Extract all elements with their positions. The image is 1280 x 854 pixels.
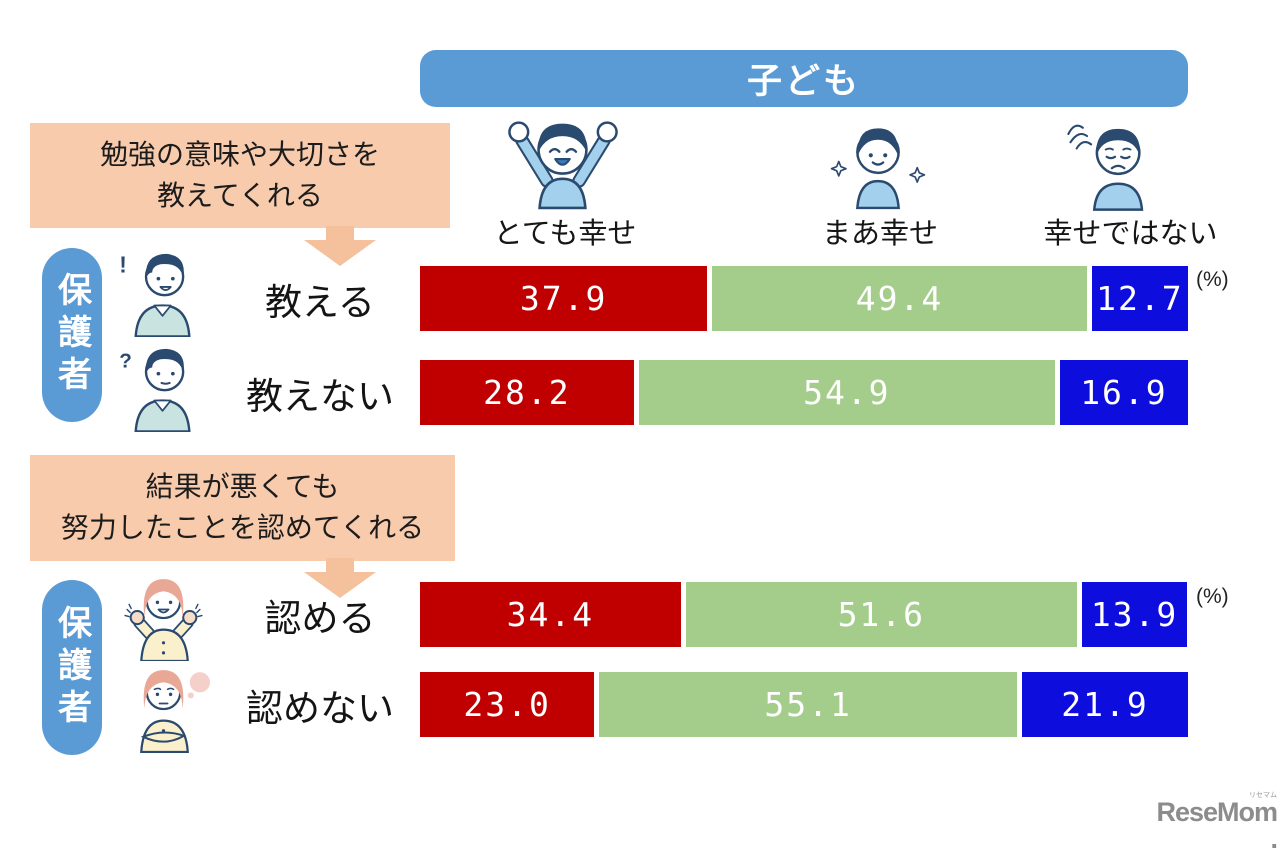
percent-unit-label-1: (%)	[1196, 268, 1229, 291]
column-label-not-happy: 幸せではない	[1043, 218, 1218, 250]
bar-value: 23.0	[463, 685, 551, 724]
bar-row-teach: 教える 37.9 49.4 12.7	[0, 266, 1280, 331]
parent-father-positive-icon: !	[119, 251, 191, 337]
bar-value: 55.1	[764, 685, 852, 724]
stacked-bar-acknowledge: 34.4 51.6 13.9	[420, 582, 1188, 647]
bar-segment-not-happy: 21.9	[1021, 672, 1188, 737]
percent-unit-label-2: (%)	[1196, 585, 1229, 608]
bar-value: 12.7	[1096, 279, 1184, 318]
child-header-label: 子ども	[746, 62, 861, 101]
bar-segment-very-happy: 37.9	[420, 266, 708, 331]
exclamation-mark: !	[119, 251, 127, 277]
bar-row-not-acknowledge: 認めない 23.0 55.1 21.9	[0, 672, 1280, 737]
bar-value: 16.9	[1080, 373, 1168, 412]
parent-mother-positive-icon	[124, 579, 203, 661]
down-arrow-icon	[304, 226, 376, 266]
column-label-somewhat-happy: まあ幸せ	[821, 218, 938, 250]
bar-segment-very-happy: 28.2	[420, 360, 634, 425]
child-header-banner: 子ども	[420, 50, 1188, 107]
bar-value: 21.9	[1061, 685, 1149, 724]
bar-value: 28.2	[483, 373, 571, 412]
parent-father-negative-icon: ?	[119, 348, 191, 432]
bar-row-not-teach: 教えない 28.2 54.9 16.9	[0, 360, 1280, 425]
bar-segment-somewhat-happy: 55.1	[599, 672, 1017, 737]
logo-ruby: リセマム	[1249, 792, 1277, 799]
guardian-pill-2: 保護者	[42, 580, 102, 755]
bar-segment-not-happy: 12.7	[1091, 266, 1188, 331]
resemom-logo: Rese リセマム Mom.	[1155, 792, 1278, 854]
child-very-happy-icon	[508, 121, 618, 210]
bar-row-acknowledge: 認める 34.4 51.6 13.9	[0, 582, 1280, 647]
bar-value: 34.4	[506, 595, 595, 634]
row-label-not-teach: 教えない	[246, 375, 394, 417]
question-line: 勉強の意味や大切さを	[99, 138, 380, 170]
stacked-bar-not-teach: 28.2 54.9 16.9	[420, 360, 1188, 425]
bar-value: 13.9	[1090, 595, 1179, 634]
column-label-very-happy: とても幸せ	[493, 218, 637, 250]
bar-segment-very-happy: 23.0	[420, 672, 595, 737]
row-label-acknowledge: 認める	[264, 597, 376, 639]
bar-segment-not-happy: 16.9	[1059, 360, 1188, 425]
logo-text-mom: Mom	[1217, 797, 1278, 827]
parent-mother-negative-icon	[140, 670, 210, 753]
bar-segment-somewhat-happy: 54.9	[638, 360, 1055, 425]
question-box-teaching: 勉強の意味や大切さを 教えてくれる	[30, 123, 450, 228]
bar-value: 49.4	[855, 279, 944, 318]
child-somewhat-happy-icon	[830, 128, 926, 210]
guardian-pill-1: 保護者	[42, 248, 102, 422]
guardian-label: 保護者	[52, 272, 91, 398]
question-line: 努力したことを認めてくれる	[60, 512, 425, 543]
bar-segment-somewhat-happy: 51.6	[685, 582, 1077, 647]
question-box-effort: 結果が悪くても 努力したことを認めてくれる	[30, 455, 455, 561]
guardian-label: 保護者	[52, 604, 91, 731]
stacked-bar-not-acknowledge: 23.0 55.1 21.9	[420, 672, 1188, 737]
bar-value: 54.9	[803, 373, 891, 412]
bar-segment-very-happy: 34.4	[420, 582, 681, 647]
child-not-happy-icon	[1067, 124, 1144, 211]
stacked-bar-teach: 37.9 49.4 12.7	[420, 266, 1188, 331]
bar-value: 37.9	[519, 279, 608, 318]
row-label-not-acknowledge: 認めない	[246, 687, 394, 729]
question-line: 教えてくれる	[157, 179, 323, 211]
down-arrow-icon	[304, 558, 376, 598]
logo-dot: .	[1270, 824, 1277, 854]
bar-segment-somewhat-happy: 49.4	[712, 266, 1087, 331]
question-mark: ?	[119, 349, 132, 372]
row-label-teach: 教える	[265, 281, 375, 323]
logo-text-rese: Rese	[1156, 797, 1218, 827]
bar-value: 51.6	[837, 595, 926, 634]
question-line: 結果が悪くても	[145, 471, 340, 503]
bar-segment-not-happy: 13.9	[1081, 582, 1188, 647]
